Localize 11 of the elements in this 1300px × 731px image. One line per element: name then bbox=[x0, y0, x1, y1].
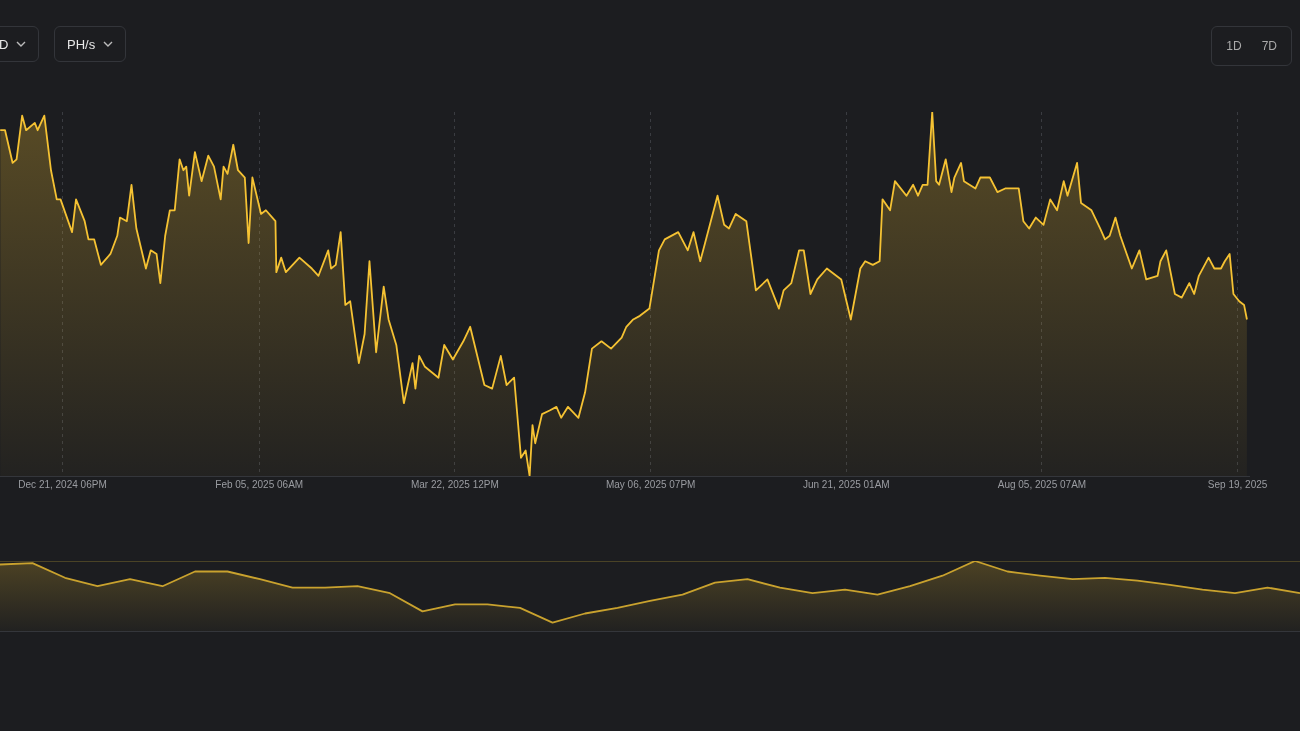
x-tick-label: May 06, 2025 07PM bbox=[605, 478, 696, 490]
text: PH/s bbox=[67, 36, 96, 52]
text: 7D bbox=[1260, 39, 1278, 53]
x-tick-label: Aug 05, 2025 07AM bbox=[997, 478, 1087, 490]
text: D bbox=[0, 36, 9, 52]
x-tick-label: Feb 05, 2025 06AM bbox=[215, 478, 304, 490]
x-tick-label: Mar 22, 2025 12PM bbox=[410, 478, 499, 490]
text: 1D bbox=[1225, 39, 1243, 53]
x-tick-label: Sep 19, 2025 bbox=[1207, 478, 1268, 490]
x-tick-label: Dec 21, 2024 06PM bbox=[18, 478, 107, 490]
x-tick-label: Jun 21, 2025 01AM bbox=[802, 478, 890, 490]
